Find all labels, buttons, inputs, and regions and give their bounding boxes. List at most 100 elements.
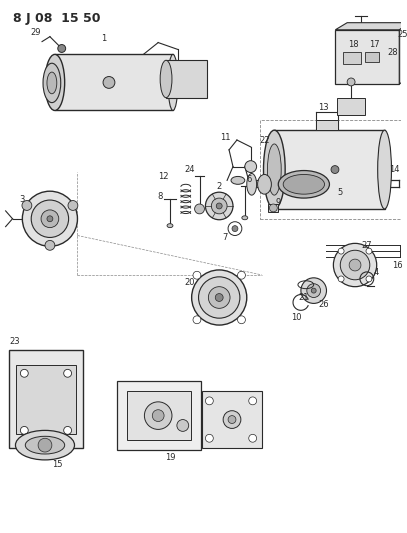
Ellipse shape (340, 251, 370, 280)
Ellipse shape (160, 60, 172, 98)
Text: 13: 13 (318, 103, 329, 112)
Bar (365, 52, 379, 62)
Ellipse shape (378, 130, 392, 209)
Circle shape (366, 248, 372, 254)
Circle shape (245, 160, 256, 173)
Ellipse shape (199, 277, 240, 318)
Circle shape (20, 369, 28, 377)
Ellipse shape (215, 294, 223, 302)
Polygon shape (399, 23, 407, 84)
Circle shape (103, 77, 115, 88)
Text: 11: 11 (220, 133, 230, 142)
Ellipse shape (168, 54, 178, 110)
Ellipse shape (333, 244, 377, 287)
Text: 15: 15 (53, 461, 63, 470)
Text: 7: 7 (223, 233, 228, 242)
Ellipse shape (38, 438, 52, 452)
Circle shape (45, 240, 55, 251)
Text: 25: 25 (397, 30, 407, 39)
Text: 17: 17 (370, 40, 380, 49)
Circle shape (206, 192, 233, 220)
Ellipse shape (192, 270, 247, 325)
Ellipse shape (47, 216, 53, 222)
Text: 18: 18 (348, 40, 359, 49)
Bar (202, 391, 262, 448)
Ellipse shape (283, 174, 324, 194)
Circle shape (193, 316, 201, 324)
Circle shape (338, 248, 344, 254)
Ellipse shape (311, 288, 316, 293)
Ellipse shape (22, 191, 77, 246)
Circle shape (232, 225, 238, 231)
Bar (335, 30, 399, 84)
Bar (343, 52, 361, 64)
Text: 29: 29 (30, 28, 40, 37)
Ellipse shape (45, 54, 65, 110)
Ellipse shape (231, 176, 245, 184)
Text: 16: 16 (392, 261, 403, 270)
Text: 6: 6 (246, 175, 252, 184)
Circle shape (269, 204, 277, 212)
Circle shape (249, 397, 256, 405)
Circle shape (331, 166, 339, 173)
Bar (269, 204, 278, 212)
Text: 12: 12 (158, 172, 168, 181)
Text: 23: 23 (9, 337, 20, 346)
Ellipse shape (267, 144, 281, 195)
Text: 10: 10 (291, 313, 301, 322)
Text: 28: 28 (387, 48, 398, 57)
Circle shape (338, 276, 344, 282)
Ellipse shape (208, 287, 230, 308)
Ellipse shape (228, 416, 236, 424)
Ellipse shape (41, 210, 59, 228)
Circle shape (216, 203, 222, 209)
Text: 27: 27 (361, 241, 372, 250)
Polygon shape (335, 23, 407, 30)
Circle shape (238, 271, 245, 279)
Circle shape (366, 276, 372, 282)
Text: 20: 20 (184, 278, 195, 287)
Ellipse shape (167, 224, 173, 228)
Circle shape (63, 426, 72, 434)
Ellipse shape (223, 411, 241, 429)
Circle shape (206, 434, 213, 442)
Ellipse shape (242, 216, 248, 220)
Text: 8: 8 (158, 192, 163, 200)
Circle shape (193, 271, 201, 279)
Ellipse shape (47, 72, 57, 94)
Ellipse shape (258, 174, 271, 194)
Bar (166, 60, 208, 98)
Circle shape (195, 204, 204, 214)
Circle shape (177, 419, 189, 431)
Text: 26: 26 (318, 300, 329, 309)
Ellipse shape (278, 171, 329, 198)
Ellipse shape (307, 284, 321, 297)
Circle shape (22, 200, 32, 211)
Bar (337, 98, 365, 116)
Text: 4: 4 (374, 269, 379, 277)
Text: 1: 1 (101, 34, 107, 43)
Text: 19: 19 (165, 454, 175, 463)
Ellipse shape (247, 173, 256, 195)
Circle shape (68, 200, 78, 211)
Bar (55, 54, 173, 110)
Ellipse shape (31, 200, 69, 238)
Circle shape (206, 397, 213, 405)
Ellipse shape (349, 259, 361, 271)
Circle shape (152, 410, 164, 422)
Bar (9, 350, 83, 448)
Text: 8 J 08  15 50: 8 J 08 15 50 (13, 12, 100, 26)
Text: 22: 22 (259, 135, 270, 144)
Bar (127, 391, 190, 440)
Circle shape (211, 198, 227, 214)
Circle shape (20, 426, 28, 434)
Circle shape (58, 45, 66, 52)
Text: 24: 24 (184, 165, 195, 174)
Text: 5: 5 (338, 188, 343, 197)
Ellipse shape (301, 278, 326, 303)
Circle shape (238, 316, 245, 324)
Bar (316, 120, 338, 130)
Text: 2: 2 (217, 182, 222, 191)
Ellipse shape (263, 130, 285, 209)
Bar (16, 366, 76, 434)
